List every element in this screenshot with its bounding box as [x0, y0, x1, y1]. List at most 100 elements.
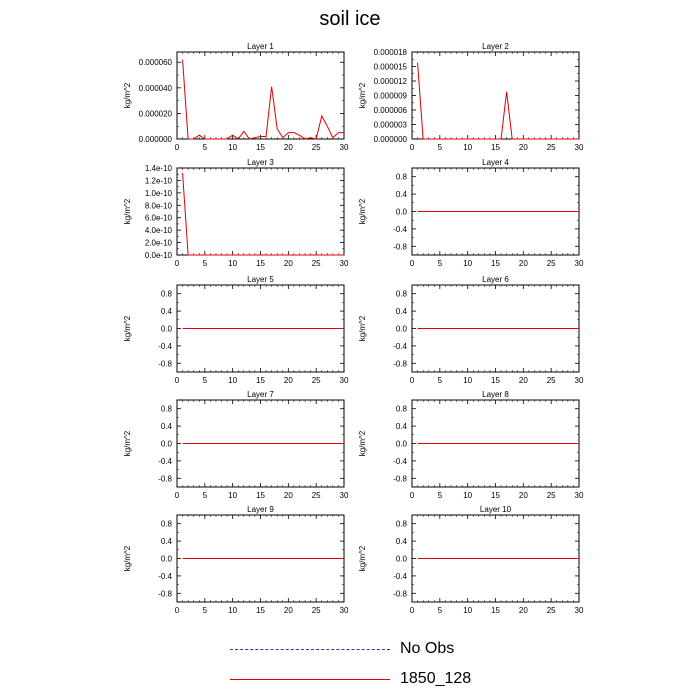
- y-tick-label: 0.0: [161, 555, 173, 564]
- x-tick-label: 15: [491, 376, 500, 385]
- y-tick-label: 0.000012: [374, 77, 408, 86]
- x-tick-label: 20: [284, 491, 293, 500]
- legend-label-model: 1850_128: [400, 670, 472, 687]
- x-tick-label: 15: [256, 143, 265, 152]
- x-tick-label: 30: [340, 606, 349, 615]
- chart-panel-layer-1: Layer 1 kg/m^2 0 5 10 15 20 25 30 0.000000 0.00002…: [123, 42, 349, 152]
- y-tick-label: -0.8: [393, 242, 407, 251]
- chart-panel-layer-9: Layer 9 kg/m^2 0 5 10 15 20 25 30 -0.8 -0.4 0.0 0.4 0…: [123, 505, 349, 615]
- y-tick-label: 0.0: [396, 208, 408, 217]
- x-tick-label: 30: [575, 491, 584, 500]
- x-tick-label: 5: [203, 491, 208, 500]
- x-tick-label: 5: [438, 376, 443, 385]
- y-tick-label: 0.000009: [374, 92, 408, 101]
- y-axis-label: kg/m^2: [358, 198, 367, 224]
- x-tick-label: 20: [519, 491, 528, 500]
- x-tick-label: 0: [410, 606, 415, 615]
- x-tick-label: 25: [547, 259, 556, 268]
- x-tick-label: 25: [547, 376, 556, 385]
- x-tick-label: 10: [228, 259, 237, 268]
- plot-frame: [411, 51, 580, 140]
- y-tick-label: 0.0e-10: [145, 251, 173, 260]
- y-tick-label: -0.4: [393, 225, 407, 234]
- x-tick-label: 30: [575, 259, 584, 268]
- x-tick-label: 0: [175, 491, 180, 500]
- y-tick-label: 0.8: [396, 520, 408, 529]
- y-tick-label: 0.0: [396, 440, 408, 449]
- x-tick-label: 20: [519, 143, 528, 152]
- x-tick-label: 5: [203, 606, 208, 615]
- y-tick-label: -0.8: [158, 359, 172, 368]
- series-line-1850-128: [182, 59, 344, 140]
- x-tick-label: 0: [410, 376, 415, 385]
- x-tick-label: 15: [256, 491, 265, 500]
- y-tick-label: 0.4: [396, 422, 408, 431]
- x-tick-label: 25: [547, 491, 556, 500]
- y-axis-label: kg/m^2: [123, 315, 132, 341]
- x-tick-label: 30: [340, 259, 349, 268]
- panel-title: Layer 1: [247, 42, 274, 51]
- y-tick-label: 0.000020: [139, 109, 173, 118]
- x-tick-label: 20: [284, 259, 293, 268]
- x-tick-label: 25: [312, 606, 321, 615]
- y-tick-label: -0.4: [393, 457, 407, 466]
- y-tick-label: 0.4: [396, 537, 408, 546]
- x-tick-label: 5: [203, 376, 208, 385]
- x-tick-label: 20: [519, 259, 528, 268]
- x-tick-label: 30: [575, 376, 584, 385]
- x-tick-label: 10: [463, 376, 472, 385]
- chart-panel-layer-7: Layer 7 kg/m^2 0 5 10 15 20 25 30 -0.8 -0.4 0.0 0.4 0…: [123, 390, 349, 500]
- y-tick-label: -0.8: [158, 474, 172, 483]
- y-tick-label: 0.8: [396, 173, 408, 182]
- y-axis-label: kg/m^2: [358, 315, 367, 341]
- panel-title: Layer 5: [247, 275, 274, 284]
- x-tick-label: 15: [491, 606, 500, 615]
- chart-panel-layer-5: Layer 5 kg/m^2 0 5 10 15 20 25 30 -0.8 -0.4 0.0 0.4 0…: [123, 275, 349, 385]
- chart-panel-layer-10: Layer 10 kg/m^2 0 5 10 15 20 25 30 -0.8 -0.4 0.0 0.4…: [358, 505, 584, 615]
- x-tick-label: 20: [519, 606, 528, 615]
- y-tick-label: -0.4: [158, 572, 172, 581]
- y-tick-label: 0.4: [161, 307, 173, 316]
- y-tick-label: 8.0e-10: [145, 201, 173, 210]
- y-tick-label: 1.2e-10: [145, 176, 173, 185]
- x-tick-label: 0: [175, 143, 180, 152]
- panel-title: Layer 7: [247, 390, 274, 399]
- y-tick-label: 0.000000: [374, 135, 408, 144]
- x-tick-label: 15: [256, 376, 265, 385]
- y-tick-label: -0.8: [158, 589, 172, 598]
- x-tick-label: 10: [463, 491, 472, 500]
- x-tick-label: 15: [256, 259, 265, 268]
- y-tick-label: 0.8: [396, 290, 408, 299]
- y-tick-label: -0.4: [393, 342, 407, 351]
- x-tick-label: 20: [284, 606, 293, 615]
- y-tick-label: 0.0: [161, 440, 173, 449]
- x-tick-label: 20: [284, 143, 293, 152]
- y-tick-label: 0.4: [396, 190, 408, 199]
- y-tick-label: 1.4e-10: [145, 164, 173, 173]
- legend-line-model: [230, 679, 390, 680]
- x-tick-label: 5: [203, 143, 208, 152]
- chart-panel-layer-4: Layer 4 kg/m^2 0 5 10 15 20 25 30 -0.8 -0.4 0.0 0.4 0…: [358, 158, 584, 268]
- y-axis-label: kg/m^2: [123, 430, 132, 456]
- x-tick-label: 15: [491, 491, 500, 500]
- y-tick-label: 0.0: [161, 325, 173, 334]
- y-axis-label: kg/m^2: [123, 82, 132, 108]
- y-tick-label: 0.4: [161, 422, 173, 431]
- y-tick-label: 0.8: [161, 405, 173, 414]
- x-tick-label: 20: [519, 376, 528, 385]
- panel-title: Layer 8: [482, 390, 509, 399]
- x-tick-label: 0: [175, 259, 180, 268]
- x-tick-label: 15: [491, 259, 500, 268]
- panel-title: Layer 9: [247, 505, 274, 514]
- x-tick-label: 0: [410, 143, 415, 152]
- x-tick-label: 15: [491, 143, 500, 152]
- y-tick-label: -0.8: [393, 474, 407, 483]
- x-tick-label: 25: [547, 143, 556, 152]
- y-tick-label: 0.000015: [374, 63, 408, 72]
- y-tick-label: 6.0e-10: [145, 214, 173, 223]
- x-tick-label: 5: [438, 259, 443, 268]
- x-tick-label: 10: [228, 491, 237, 500]
- y-axis-label: kg/m^2: [358, 545, 367, 571]
- y-tick-label: -0.4: [158, 457, 172, 466]
- plot-frame: [176, 167, 345, 256]
